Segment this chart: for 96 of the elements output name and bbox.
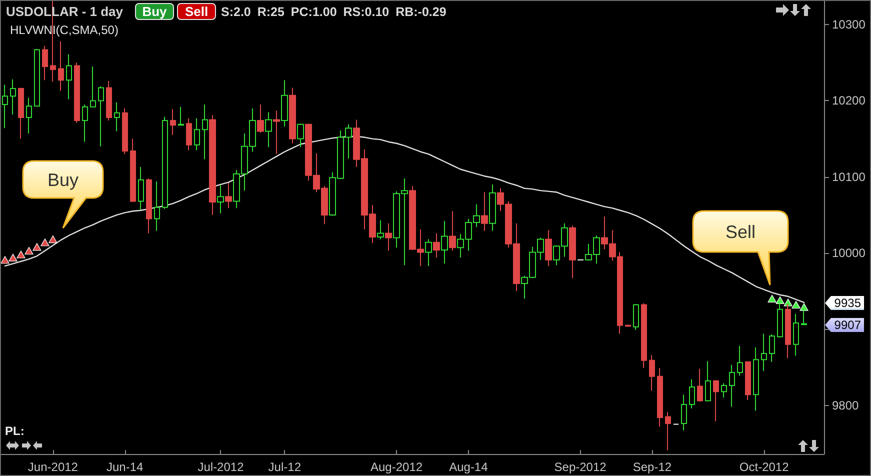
candlestick [297, 123, 304, 148]
y-tick-label: 10000 [832, 246, 866, 260]
candlestick [761, 333, 767, 372]
candlestick [265, 112, 272, 148]
candlestick [162, 116, 168, 210]
candlestick [34, 48, 40, 107]
button: Sell [177, 3, 216, 20]
candlestick [489, 184, 496, 232]
candlestick [10, 78, 16, 115]
annotation: Sell [724, 222, 756, 242]
candlestick [545, 230, 552, 266]
point [8, 254, 18, 262]
candlestick [713, 380, 719, 422]
candlestick [170, 108, 176, 136]
candlestick [138, 166, 144, 210]
candlestick [721, 382, 727, 398]
candlestick [449, 210, 456, 252]
candlestick [641, 302, 647, 368]
point [32, 243, 42, 251]
candlestick [90, 66, 96, 108]
candlestick [209, 114, 216, 216]
candlestick [146, 178, 152, 234]
x-tick-label: Jul-12 [268, 460, 302, 474]
candlestick [657, 367, 663, 428]
y-tick-label: 9800 [832, 398, 860, 412]
candlestick [633, 304, 639, 330]
candlestick [681, 394, 687, 431]
point [768, 294, 776, 302]
candlestick [58, 40, 64, 92]
point [16, 250, 26, 258]
x-tick-label: Jul-2012 [198, 460, 244, 474]
candlestick [178, 106, 184, 126]
x-tick-label: Jun-14 [106, 460, 144, 474]
candlestick [385, 222, 392, 252]
candlestick [225, 182, 232, 209]
annotation: PL: [5, 424, 24, 438]
candlestick [441, 220, 448, 264]
x-tick-label: Sep-2012 [554, 460, 607, 474]
candlestick [257, 104, 264, 134]
candlestick [82, 104, 88, 142]
candlestick [753, 346, 759, 412]
y-tick-label: 10300 [832, 18, 866, 32]
x-tick-label: Oct-2012 [739, 460, 790, 474]
x-tick-label: Aug-14 [449, 460, 488, 474]
candlestick [130, 138, 136, 202]
candlestick [705, 360, 711, 402]
button: Buy [135, 3, 174, 20]
y-tick-label: 10200 [832, 94, 866, 108]
candlestick [98, 86, 104, 147]
candlestick [665, 412, 671, 451]
candlestick [289, 87, 296, 144]
candlestick [74, 62, 80, 124]
point [776, 296, 784, 304]
text: 9907 [825, 318, 864, 332]
candlestick [745, 361, 751, 400]
candlestick [649, 354, 655, 392]
candlestick [26, 97, 32, 134]
candlestick [737, 345, 743, 376]
point [792, 300, 800, 309]
candlestick [481, 192, 488, 232]
candlestick [154, 180, 160, 232]
annotation: Buy [46, 170, 80, 190]
x-tick-label: Jun-2012 [28, 460, 78, 474]
point [40, 238, 50, 246]
candlestick [217, 184, 224, 214]
candlestick [106, 80, 112, 122]
candlestick [18, 87, 24, 140]
candlestick [114, 102, 120, 132]
candlestick [769, 334, 775, 362]
candlestick [194, 118, 200, 151]
point [784, 298, 792, 306]
x-tick-label: Aug-2012 [370, 460, 423, 474]
text: 9935 [825, 296, 864, 310]
point [1, 256, 10, 264]
candlestick [729, 364, 735, 408]
candlestick [186, 118, 192, 151]
candlestick [122, 108, 128, 155]
candlestick [377, 220, 384, 240]
candlestick [281, 80, 288, 128]
candlestick [689, 378, 695, 409]
candlestick [42, 45, 48, 81]
candlestick [202, 104, 208, 160]
candlestick [66, 54, 72, 100]
candlestick [625, 324, 631, 328]
candlestick [425, 238, 432, 266]
candlestick [433, 232, 440, 258]
y-tick-label: 10100 [832, 170, 866, 184]
candlestick [697, 368, 703, 402]
point [48, 236, 58, 244]
chart-subtitle: S:2.0 R:25 PC:1.00 RS:0.10 RB:-0.29 [221, 4, 446, 20]
candlestick [793, 313, 799, 356]
point [24, 246, 34, 255]
x-tick-label: Sep-12 [632, 460, 672, 474]
point [800, 303, 808, 311]
candlestick [569, 225, 576, 279]
candlestick [273, 110, 280, 155]
